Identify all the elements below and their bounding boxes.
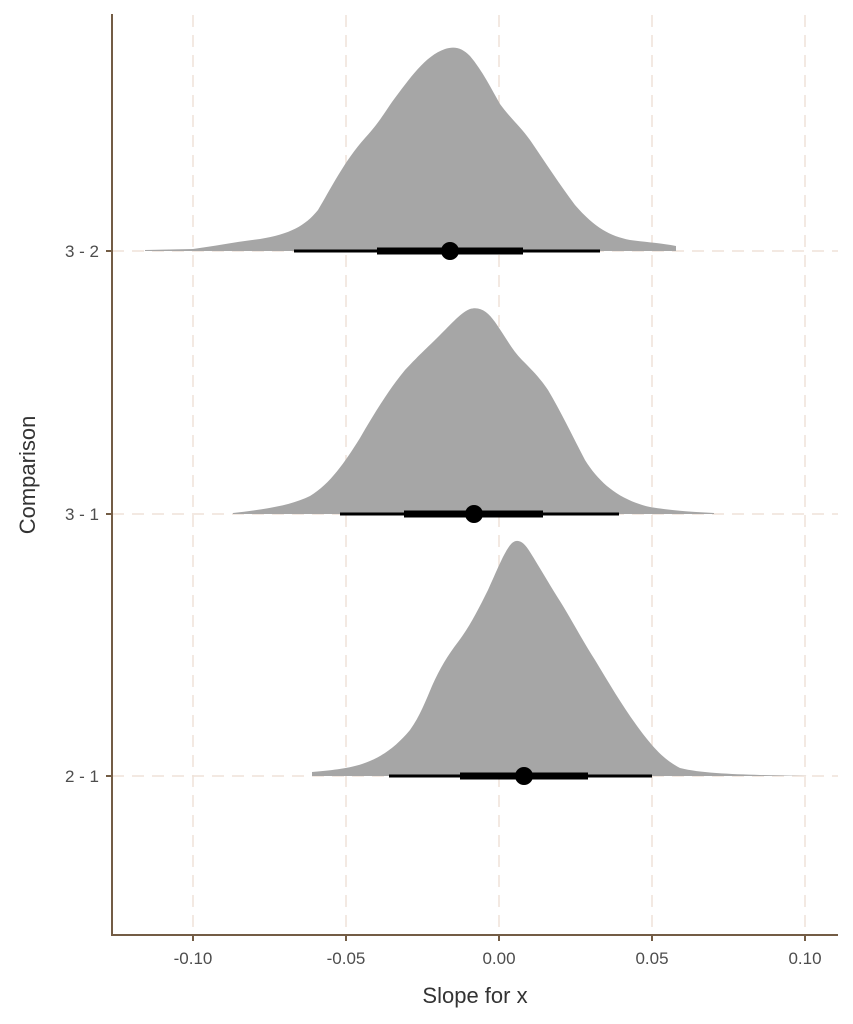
y-tick-label: 3 - 2 xyxy=(65,242,99,261)
y-tick-label: 3 - 1 xyxy=(65,505,99,524)
density-3-2 xyxy=(145,47,676,251)
density-3-1 xyxy=(233,308,714,514)
interval-3-1 xyxy=(340,505,619,523)
x-ticks xyxy=(192,935,806,941)
y-ticks xyxy=(106,250,112,777)
point-estimate-3-2 xyxy=(441,242,459,260)
density-2-1 xyxy=(312,540,808,776)
x-tick-label: 0.00 xyxy=(482,949,515,968)
x-tick-label: 0.05 xyxy=(635,949,668,968)
point-estimate-3-1 xyxy=(465,505,483,523)
x-tick-label: -0.05 xyxy=(327,949,366,968)
x-tick-label: -0.10 xyxy=(174,949,213,968)
x-tick-label: 0.10 xyxy=(788,949,821,968)
point-estimate-2-1 xyxy=(515,767,533,785)
interval-2-1 xyxy=(389,767,652,785)
x-axis-title: Slope for x xyxy=(422,983,527,1008)
y-tick-label: 2 - 1 xyxy=(65,767,99,786)
interval-3-2 xyxy=(294,242,600,260)
y-axis-title: Comparison xyxy=(15,416,40,535)
